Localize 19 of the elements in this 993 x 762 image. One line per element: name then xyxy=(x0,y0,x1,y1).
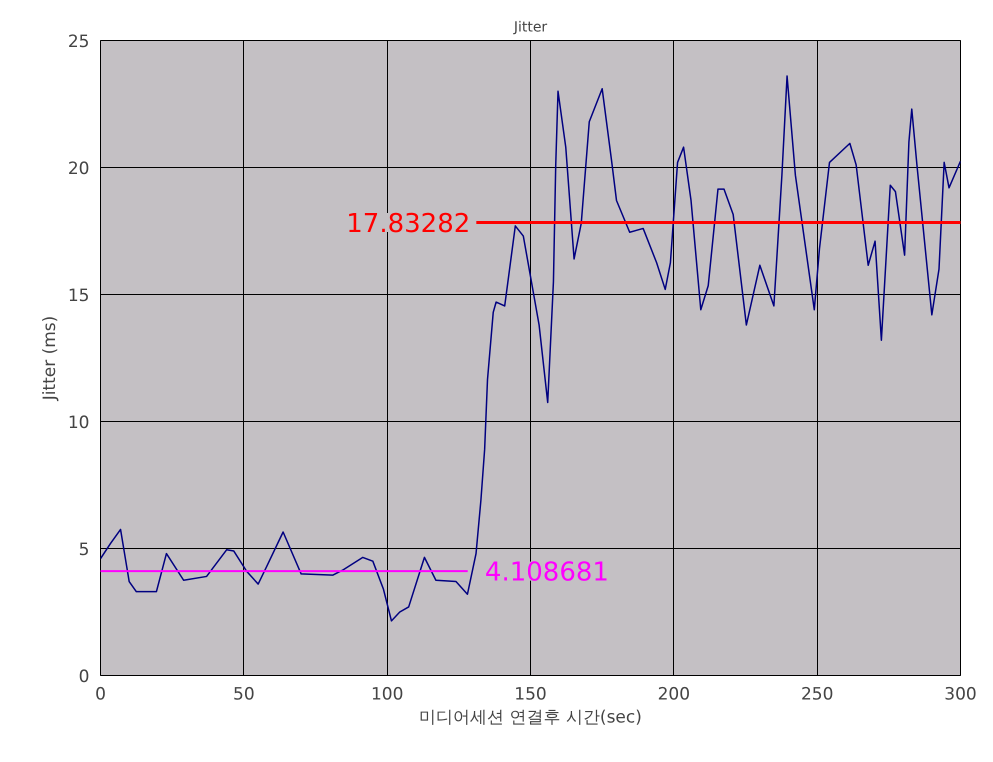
y-tick-label: 0 xyxy=(78,667,90,687)
y-tick-label: 15 xyxy=(68,286,90,306)
chart-title: Jitter xyxy=(512,20,548,36)
x-axis-title: 미디어세션 연결후 시간(sec) xyxy=(419,708,642,728)
ref-line-label: 4.108681 xyxy=(484,558,609,588)
y-tick-label: 10 xyxy=(68,413,90,433)
x-tick-label: 250 xyxy=(800,684,834,704)
line-series xyxy=(100,75,960,622)
x-tick-label: 200 xyxy=(658,684,690,704)
y-tick-label: 5 xyxy=(78,540,90,560)
x-tick-label: 100 xyxy=(370,684,404,704)
x-tick-label: 300 xyxy=(944,684,977,704)
x-tick-label: 0 xyxy=(95,684,106,704)
ref-line-label: 17.83282 xyxy=(346,209,470,240)
y-tick-label: 20 xyxy=(68,159,90,179)
x-tick-label: 50 xyxy=(233,684,255,704)
y-tick-label: 25 xyxy=(68,32,90,52)
y-axis-title: Jitter (ms) xyxy=(40,316,60,402)
x-tick-label: 150 xyxy=(514,684,547,704)
